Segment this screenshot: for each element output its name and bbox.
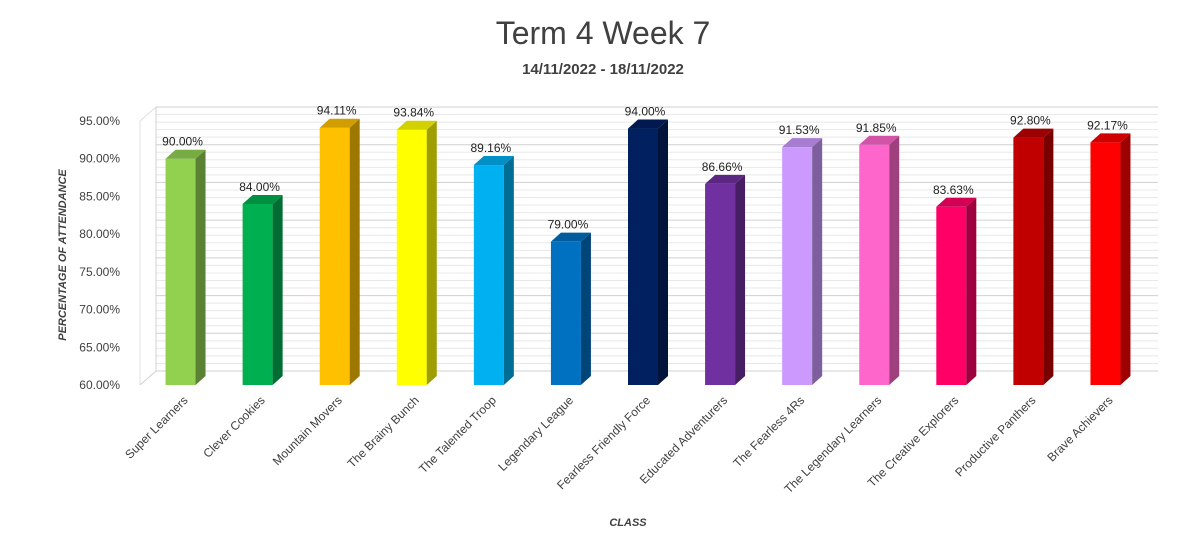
- data-label: 90.00%: [162, 135, 203, 149]
- bar-top: [396, 120, 437, 130]
- bar: [165, 158, 196, 385]
- bar-top: [473, 156, 514, 166]
- data-label: 91.53%: [779, 123, 820, 137]
- bar-top: [859, 135, 900, 145]
- bar-side: [966, 197, 977, 385]
- bar-side: [503, 156, 514, 385]
- data-label: 92.80%: [1010, 114, 1051, 128]
- data-label: 86.66%: [702, 160, 743, 174]
- bar-side: [658, 119, 668, 386]
- top-left-edge: [139, 106, 157, 122]
- y-tick-label: 80.00%: [79, 227, 120, 241]
- bar-top: [550, 232, 591, 242]
- bar: [782, 147, 813, 385]
- y-tick-label: 60.00%: [79, 378, 120, 392]
- bar-side: [349, 118, 360, 386]
- bar: [473, 165, 504, 385]
- bar: [550, 241, 581, 385]
- chart-subtitle: 14/11/2022 - 18/11/2022: [522, 61, 684, 78]
- bar: [859, 144, 890, 385]
- x-tick-label: Mountain Movers: [270, 393, 345, 468]
- bar-top: [936, 197, 977, 207]
- bar-side: [889, 135, 900, 385]
- bar-top: [319, 118, 360, 128]
- bar: [628, 128, 658, 386]
- x-tick-label: Clever Cookies: [200, 393, 267, 460]
- chart-title: Term 4 Week 7: [496, 15, 711, 51]
- bar: [242, 203, 273, 385]
- data-label: 92.17%: [1087, 118, 1128, 132]
- bar-side: [1043, 128, 1054, 385]
- y-tick-label: 75.00%: [79, 265, 120, 279]
- bar-top: [242, 194, 283, 204]
- bar-side: [735, 174, 746, 385]
- bar-side: [580, 232, 591, 385]
- plot-area: 60.00% 65.00% 70.00% 75.00% 80.00% 85.00% 90.0…: [79, 104, 1158, 496]
- x-tick-label: Legendary League: [495, 393, 576, 474]
- bar-top: [1013, 128, 1054, 138]
- bar: [396, 129, 427, 385]
- bar-side: [272, 194, 283, 385]
- bar: [936, 206, 967, 385]
- bar-top: [165, 149, 206, 159]
- y-tick-label: 95.00%: [79, 114, 120, 128]
- x-tick-label: The Fearless 4Rs: [730, 393, 807, 470]
- x-tick-label: Super Learners: [122, 393, 190, 461]
- x-tick-label: Brave Achievers: [1044, 393, 1115, 464]
- bar: [1013, 137, 1044, 385]
- data-label: 79.00%: [548, 218, 589, 232]
- y-tick-label: 70.00%: [79, 303, 120, 317]
- bar-top: [628, 119, 668, 129]
- bar-side: [426, 120, 437, 385]
- x-tick-label: The Brainy Bunch: [345, 393, 422, 470]
- data-label: 84.00%: [239, 180, 280, 194]
- bar: [1090, 142, 1121, 385]
- x-tick-label: Productive Panthers: [952, 393, 1038, 479]
- data-label: 91.85%: [856, 121, 897, 135]
- bar-side: [1120, 133, 1131, 385]
- y-tick-label: 90.00%: [79, 152, 120, 166]
- y-axis-label: PERCENTAGE OF ATTENDANCE: [57, 169, 69, 341]
- bar: [319, 127, 350, 386]
- data-label: 94.11%: [317, 104, 357, 118]
- data-label: 89.16%: [470, 141, 511, 155]
- bar-top: [1090, 133, 1131, 143]
- bar-top: [782, 138, 823, 148]
- y-tick-label: 65.00%: [79, 340, 120, 354]
- bar-side: [195, 149, 206, 385]
- x-tick-label: Educated Adventurers: [637, 393, 730, 486]
- data-label: 94.00%: [625, 105, 666, 119]
- x-axis-label: CLASS: [609, 517, 647, 529]
- bar-top: [705, 174, 746, 184]
- data-label: 83.63%: [933, 183, 974, 197]
- data-label: 93.84%: [393, 106, 434, 120]
- y-tick-label: 85.00%: [79, 189, 120, 203]
- x-tick-label: The Talented Troop: [416, 393, 499, 476]
- bar-side: [812, 138, 823, 385]
- bar: [705, 183, 736, 385]
